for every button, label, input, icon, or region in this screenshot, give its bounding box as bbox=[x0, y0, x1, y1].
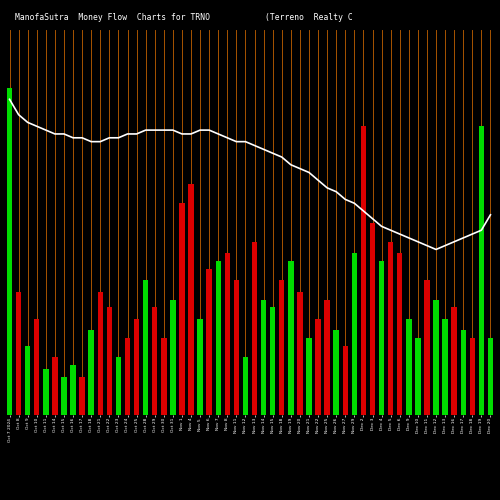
Bar bbox=[424, 280, 430, 415]
Bar bbox=[379, 261, 384, 415]
Bar bbox=[179, 203, 184, 415]
Bar bbox=[297, 292, 302, 415]
Bar bbox=[460, 330, 466, 415]
Bar bbox=[98, 292, 103, 415]
Bar bbox=[170, 300, 175, 415]
Bar bbox=[143, 280, 148, 415]
Bar bbox=[34, 319, 40, 415]
Bar bbox=[152, 307, 158, 415]
Bar bbox=[324, 300, 330, 415]
Bar bbox=[198, 319, 203, 415]
Bar bbox=[116, 357, 121, 415]
Bar bbox=[188, 184, 194, 415]
Bar bbox=[288, 261, 294, 415]
Bar bbox=[252, 242, 258, 415]
Bar bbox=[434, 300, 438, 415]
Bar bbox=[342, 346, 348, 415]
Bar bbox=[334, 330, 339, 415]
Bar bbox=[360, 126, 366, 415]
Bar bbox=[352, 254, 357, 415]
Bar bbox=[261, 300, 266, 415]
Bar bbox=[62, 376, 66, 415]
Bar bbox=[234, 280, 239, 415]
Bar bbox=[161, 338, 166, 415]
Bar bbox=[488, 338, 493, 415]
Bar bbox=[16, 292, 22, 415]
Bar bbox=[316, 319, 321, 415]
Bar bbox=[478, 126, 484, 415]
Bar bbox=[370, 222, 375, 415]
Bar bbox=[25, 346, 30, 415]
Bar bbox=[88, 330, 94, 415]
Text: (Terreno  Realty C: (Terreno Realty C bbox=[265, 12, 353, 22]
Bar bbox=[80, 376, 85, 415]
Bar bbox=[7, 88, 12, 415]
Bar bbox=[70, 365, 76, 415]
Bar bbox=[106, 307, 112, 415]
Bar bbox=[452, 307, 457, 415]
Bar bbox=[279, 280, 284, 415]
Bar bbox=[43, 369, 49, 415]
Bar bbox=[216, 261, 221, 415]
Bar bbox=[52, 357, 58, 415]
Bar bbox=[397, 254, 402, 415]
Bar bbox=[388, 242, 394, 415]
Bar bbox=[125, 338, 130, 415]
Bar bbox=[442, 319, 448, 415]
Text: ManofaSutra  Money Flow  Charts for TRNO: ManofaSutra Money Flow Charts for TRNO bbox=[15, 12, 210, 22]
Bar bbox=[224, 254, 230, 415]
Bar bbox=[206, 268, 212, 415]
Bar bbox=[406, 319, 411, 415]
Bar bbox=[134, 319, 140, 415]
Bar bbox=[242, 357, 248, 415]
Bar bbox=[470, 338, 475, 415]
Bar bbox=[270, 307, 276, 415]
Bar bbox=[415, 338, 420, 415]
Bar bbox=[306, 338, 312, 415]
